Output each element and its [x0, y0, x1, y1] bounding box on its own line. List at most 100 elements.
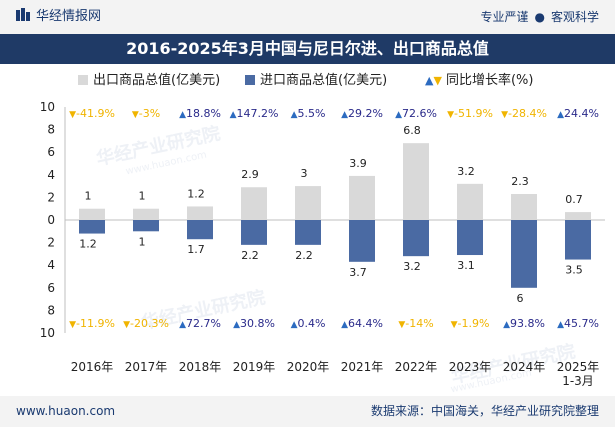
- x-tick-label: 2024年: [503, 360, 546, 374]
- export-growth-label: ▼-41.9%: [69, 107, 115, 120]
- import-growth-label: ▲30.8%: [233, 317, 275, 330]
- legend-down-arrow-icon: ▼: [433, 74, 442, 87]
- import-data-label: 6: [517, 292, 524, 305]
- brand-logo-icon: [16, 8, 30, 21]
- x-tick-label: 2021年: [341, 360, 384, 374]
- export-bar: [511, 194, 537, 220]
- legend-export-swatch: [78, 75, 88, 85]
- y-tick-label: 2: [47, 236, 55, 250]
- import-data-label: 3.2: [403, 260, 421, 273]
- legend-import-swatch: [245, 75, 255, 85]
- tagline-right: 客观科学: [550, 10, 599, 24]
- export-growth-label: ▲5.5%: [291, 107, 326, 120]
- import-growth-label: ▼-11.9%: [69, 317, 115, 330]
- export-growth-label: ▲72.6%: [395, 107, 437, 120]
- export-data-label: 1.2: [187, 187, 205, 200]
- y-tick-label: 10: [40, 100, 55, 114]
- tagline: 专业严谨 ● 客观科学: [480, 8, 599, 26]
- import-bar: [295, 220, 321, 245]
- import-growth-label: ▲45.7%: [557, 317, 599, 330]
- export-data-label: 3: [301, 167, 308, 180]
- y-tick-label: 4: [47, 258, 55, 272]
- import-bar: [349, 220, 375, 262]
- export-bar: [79, 208, 105, 220]
- footer-website: www.huaon.com: [16, 404, 116, 418]
- import-bar: [187, 220, 213, 240]
- x-tick-label: 2022年: [395, 360, 438, 374]
- import-growth-label: ▼-14%: [398, 317, 433, 330]
- export-bar: [457, 183, 483, 220]
- import-data-label: 1.7: [187, 243, 205, 256]
- chart-title: 2016-2025年3月中国与尼日尔进、出口商品总值: [0, 34, 615, 64]
- y-tick-label: 4: [47, 168, 55, 182]
- import-growth-label: ▼-20.3%: [123, 317, 169, 330]
- x-tick-label: 2025年 1-3月: [557, 360, 600, 388]
- export-data-label: 2.9: [241, 168, 259, 181]
- legend-import-label: 进口商品总值(亿美元): [260, 73, 388, 88]
- export-data-label: 0.7: [565, 193, 583, 206]
- export-bar: [349, 175, 375, 220]
- footer: www.huaon.com 数据来源：中国海关，华经产业研究院整理: [0, 396, 615, 427]
- import-data-label: 3.7: [349, 266, 367, 279]
- import-data-label: 2.2: [295, 249, 313, 262]
- y-tick-label: 6: [47, 145, 55, 159]
- legend-growth-label: 同比增长率(%): [445, 73, 534, 88]
- x-tick-label: 2019年: [233, 360, 276, 374]
- export-data-label: 1: [139, 190, 146, 203]
- import-growth-label: ▲0.4%: [291, 317, 326, 330]
- x-tick-label: 2023年: [449, 360, 492, 374]
- export-growth-label: ▲24.4%: [557, 107, 599, 120]
- export-data-label: 6.8: [403, 124, 421, 137]
- legend-import: 进口商品总值(亿美元): [245, 72, 387, 90]
- import-growth-label: ▼-1.9%: [451, 317, 490, 330]
- y-tick-label: 2: [47, 190, 55, 204]
- chart-legend: 出口商品总值(亿美元) 进口商品总值(亿美元) ▲▼ 同比增长率(%): [60, 72, 595, 90]
- export-growth-label: ▲29.2%: [341, 107, 383, 120]
- import-growth-label: ▲72.7%: [179, 317, 221, 330]
- export-bar: [565, 212, 591, 220]
- x-tick-label: 2020年: [287, 360, 330, 374]
- x-tick-label: 2017年: [125, 360, 168, 374]
- export-data-label: 2.3: [511, 175, 529, 188]
- import-data-label: 3.5: [565, 264, 583, 277]
- brand: 华经情报网: [16, 8, 101, 26]
- import-bar: [511, 220, 537, 288]
- import-data-label: 1: [139, 235, 146, 248]
- tagline-left: 专业严谨: [480, 10, 529, 24]
- x-tick-label: 2016年: [71, 360, 114, 374]
- x-tick-label: 2018年: [179, 360, 222, 374]
- import-bar: [457, 220, 483, 256]
- export-growth-label: ▼-51.9%: [447, 107, 493, 120]
- legend-up-arrow-icon: ▲: [425, 74, 434, 87]
- export-data-label: 3.2: [457, 165, 475, 178]
- footer-source: 数据来源：中国海关，华经产业研究院整理: [370, 404, 599, 418]
- legend-export: 出口商品总值(亿美元): [78, 72, 220, 90]
- export-bar: [133, 208, 159, 220]
- import-growth-label: ▲93.8%: [503, 317, 545, 330]
- import-bar: [133, 220, 159, 232]
- import-bar: [565, 220, 591, 260]
- import-bar: [403, 220, 429, 257]
- export-growth-label: ▲147.2%: [230, 107, 279, 120]
- import-bar: [79, 220, 105, 234]
- import-data-label: 1.2: [79, 238, 97, 251]
- export-data-label: 3.9: [349, 157, 367, 170]
- import-data-label: 2.2: [241, 249, 259, 262]
- y-tick-label: 8: [47, 123, 55, 137]
- export-growth-label: ▼-3%: [132, 107, 160, 120]
- legend-export-label: 出口商品总值(亿美元): [93, 73, 221, 88]
- chart-canvas: 10 8 6 4 2 0 2 4 6 8 10 1 1.2 ▼-41.9% ▼-11.9% 2016年 1 1 ▼-…: [40, 100, 605, 388]
- import-growth-label: ▲64.4%: [341, 317, 383, 330]
- y-tick-label: 0: [47, 213, 55, 227]
- export-growth-label: ▼-28.4%: [501, 107, 547, 120]
- export-bar: [295, 186, 321, 220]
- export-bar: [403, 143, 429, 220]
- tagline-separator: ●: [534, 10, 545, 24]
- export-bar: [187, 206, 213, 220]
- y-tick-label: 6: [47, 281, 55, 295]
- legend-growth: ▲▼ 同比增长率(%): [425, 72, 533, 90]
- brand-name: 华经情报网: [36, 9, 102, 24]
- export-growth-label: ▲18.8%: [179, 107, 221, 120]
- top-bar: 华经情报网 专业严谨 ● 客观科学: [0, 0, 615, 34]
- export-bar: [241, 187, 267, 220]
